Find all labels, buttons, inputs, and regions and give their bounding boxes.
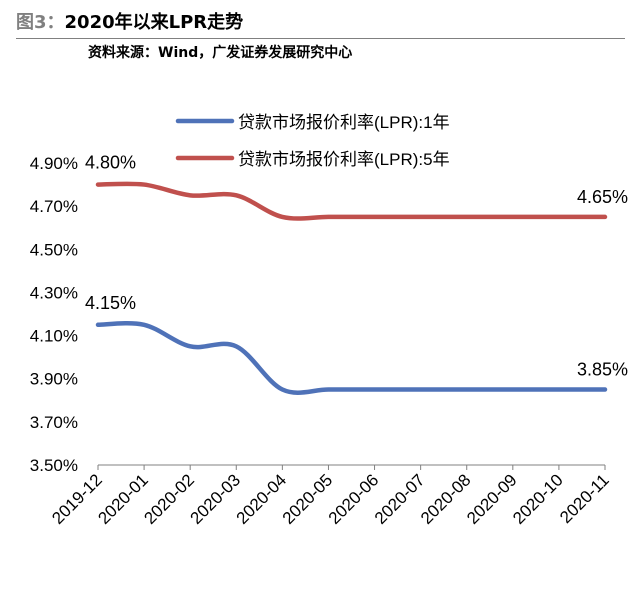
x-tick-label: 2020-04 [233, 470, 291, 528]
data-point [327, 216, 329, 218]
series-line-1 [95, 320, 608, 395]
end-data-label: 3.85% [577, 360, 628, 380]
data-point [97, 324, 99, 326]
x-axis: 2019-122020-012020-022020-032020-042020-… [48, 464, 613, 528]
x-tick-label: 2020-08 [417, 470, 475, 528]
data-point [558, 216, 560, 218]
y-tick-label: 4.10% [30, 327, 78, 346]
y-tick-label: 3.90% [30, 370, 78, 389]
x-tick-label: 2020-01 [94, 470, 152, 528]
data-point [558, 389, 560, 390]
x-tick-label: 2020-11 [556, 470, 613, 527]
y-tick-label: 4.50% [30, 240, 78, 259]
data-point [281, 216, 283, 218]
data-point [466, 389, 468, 390]
data-point [327, 389, 329, 390]
figure-header: 图3：2020年以来LPR走势 资料来源：Wind，广发证券发展研究中心 [16, 10, 625, 62]
data-point [374, 216, 376, 218]
series-line-2 [95, 181, 608, 221]
x-tick-label: 2020-09 [463, 470, 521, 528]
data-point [189, 194, 191, 196]
data-point [512, 216, 514, 218]
x-tick-label: 2020-10 [509, 470, 567, 528]
end-data-label: 4.65% [577, 187, 628, 207]
x-tick-label: 2019-12 [48, 470, 106, 528]
series-layer: 4.15% 3.85% 4.80% 4.65% [85, 153, 628, 395]
y-tick-label: 3.70% [30, 413, 78, 432]
x-tick-label: 2020-07 [371, 470, 429, 528]
data-point [420, 389, 422, 390]
data-point [604, 389, 606, 390]
title-divider [16, 38, 625, 39]
data-point [189, 345, 191, 347]
figure-title-row: 图3：2020年以来LPR走势 [16, 10, 625, 36]
y-tick-label: 4.70% [30, 197, 78, 216]
x-tick-label: 2020-06 [325, 470, 383, 528]
data-point [604, 216, 606, 218]
x-tick-label: 2020-03 [187, 470, 245, 528]
data-point [97, 184, 99, 186]
figure-title: 2020年以来LPR走势 [64, 12, 244, 33]
legend-label: 贷款市场报价利率(LPR):5年 [238, 150, 450, 169]
y-tick-label: 4.30% [30, 283, 78, 302]
data-point [374, 389, 376, 390]
data-point [512, 389, 514, 390]
y-axis: 3.50% 3.70% 3.90% 4.10% 4.30% 4.50% 4.70% 4.90% [30, 154, 78, 475]
x-tick-label: 2020-02 [140, 470, 198, 528]
y-tick-label: 3.50% [30, 456, 78, 475]
data-point [420, 216, 422, 218]
data-point [466, 216, 468, 218]
data-point [281, 389, 283, 390]
start-data-label: 4.15% [85, 293, 136, 313]
start-data-label: 4.80% [85, 153, 136, 173]
legend-label: 贷款市场报价利率(LPR):1年 [238, 113, 450, 132]
data-point [143, 184, 145, 186]
x-tick-label: 2020-05 [279, 470, 337, 528]
figure-label: 图3： [16, 12, 65, 33]
data-point [235, 345, 237, 347]
y-tick-label: 4.90% [30, 154, 78, 173]
figure-source: 资料来源：Wind，广发证券发展研究中心 [88, 45, 353, 61]
data-point [143, 324, 145, 326]
data-point [235, 194, 237, 196]
